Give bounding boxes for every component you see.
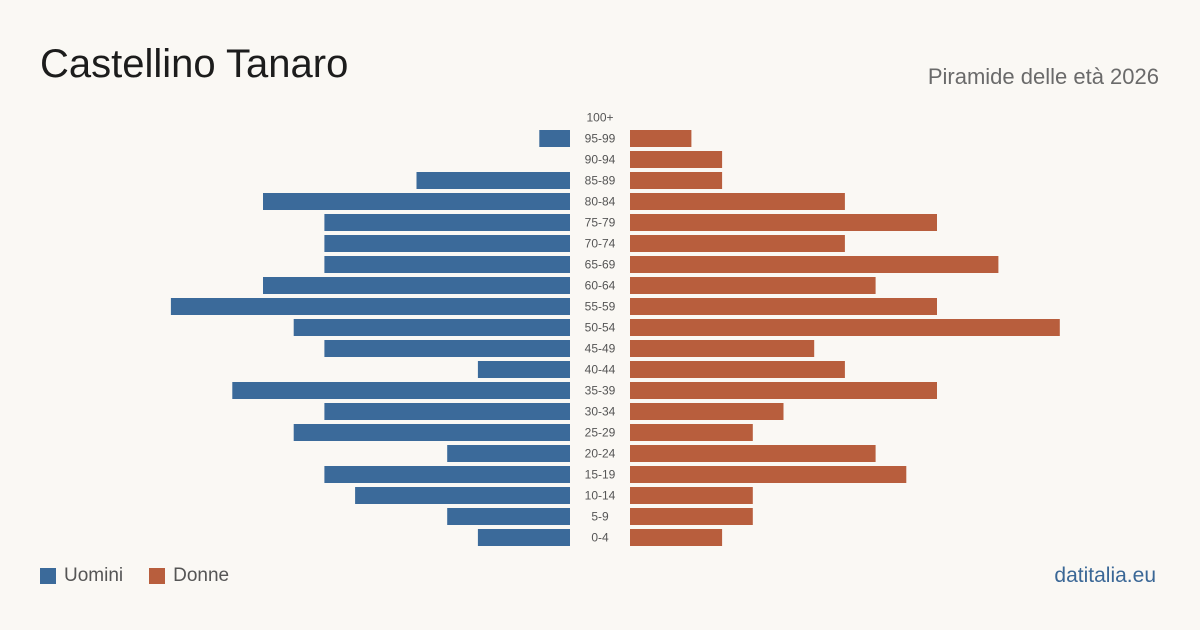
age-label: 40-44 — [585, 363, 616, 377]
bar-women — [630, 172, 723, 189]
legend-item-men: Uomini — [40, 565, 123, 587]
legend-swatch-women — [149, 568, 166, 584]
bar-women — [630, 235, 845, 252]
bar-women — [630, 193, 845, 210]
bar-men — [293, 424, 570, 441]
bar-men — [263, 277, 570, 294]
bar-women — [630, 382, 937, 399]
age-label: 25-29 — [585, 426, 616, 440]
chart-title: Castellino Tanaro — [40, 42, 349, 86]
legend-label-men: Uomini — [64, 565, 124, 586]
bar-women — [630, 445, 876, 462]
age-label: 0-4 — [591, 531, 609, 545]
age-label: 5-9 — [591, 510, 609, 524]
age-label: 100+ — [586, 111, 613, 125]
bar-women — [630, 298, 937, 315]
age-label: 70-74 — [585, 237, 616, 251]
bar-women — [630, 130, 692, 147]
bar-women — [630, 214, 937, 231]
age-label: 10-14 — [585, 489, 616, 503]
bar-men — [447, 445, 570, 462]
bar-men — [324, 256, 570, 273]
bar-men — [447, 508, 570, 525]
bar-men — [324, 214, 570, 231]
age-label: 90-94 — [585, 153, 616, 167]
age-label: 20-24 — [585, 447, 616, 461]
age-label: 95-99 — [585, 132, 616, 146]
age-label: 60-64 — [585, 279, 616, 293]
bar-men — [324, 235, 570, 252]
bar-women — [630, 487, 753, 504]
age-label: 45-49 — [585, 342, 616, 356]
age-label: 80-84 — [585, 195, 616, 209]
bar-women — [630, 361, 845, 378]
bar-women — [630, 424, 753, 441]
age-label: 55-59 — [585, 300, 616, 314]
bar-women — [630, 256, 999, 273]
bar-men — [416, 172, 570, 189]
bar-men — [324, 340, 570, 357]
age-label: 85-89 — [585, 174, 616, 188]
bar-men — [170, 298, 570, 315]
legend-item-women: Donne — [149, 565, 229, 587]
bar-women — [630, 508, 753, 525]
legend-swatch-men — [40, 568, 56, 584]
legend-label-women: Donne — [173, 565, 230, 586]
bar-men — [293, 319, 570, 336]
bar-men — [232, 382, 571, 399]
brand-link[interactable]: datitalia.eu — [1054, 564, 1156, 587]
bar-men — [324, 466, 570, 483]
bar-men — [539, 130, 570, 147]
age-label: 65-69 — [585, 258, 616, 272]
bar-men — [324, 403, 570, 420]
bar-women — [630, 151, 723, 168]
age-label: 50-54 — [585, 321, 616, 335]
age-label: 30-34 — [585, 405, 616, 419]
legend: Uomini Donne — [40, 565, 255, 587]
bar-men — [477, 361, 570, 378]
bar-women — [630, 340, 815, 357]
bar-women — [630, 529, 723, 546]
age-label: 75-79 — [585, 216, 616, 230]
bar-men — [355, 487, 570, 504]
bar-men — [263, 193, 570, 210]
age-label: 15-19 — [585, 468, 616, 482]
bar-men — [477, 529, 570, 546]
bar-women — [630, 319, 1060, 336]
age-label: 35-39 — [585, 384, 616, 398]
bar-women — [630, 466, 907, 483]
bar-women — [630, 277, 876, 294]
bar-women — [630, 403, 784, 420]
chart-subtitle: Piramide delle età 2026 — [927, 64, 1159, 89]
